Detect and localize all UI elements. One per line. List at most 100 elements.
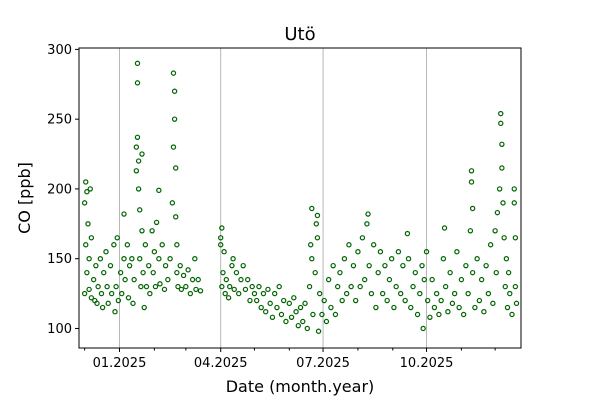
data-point — [247, 297, 253, 304]
data-point — [157, 281, 163, 287]
data-point — [313, 221, 320, 227]
data-point — [379, 290, 386, 297]
data-point — [414, 311, 421, 318]
data-point — [87, 186, 93, 192]
data-point — [364, 221, 370, 227]
data-point — [124, 242, 131, 248]
data-point — [490, 300, 496, 307]
data-point — [223, 276, 230, 283]
y-tick-label: 100 — [47, 322, 72, 337]
data-point — [310, 311, 316, 318]
data-point — [512, 235, 519, 241]
data-point — [251, 290, 258, 297]
data-point — [159, 242, 165, 248]
data-point — [410, 283, 416, 290]
plot-frame — [78, 47, 522, 349]
data-point — [180, 272, 187, 279]
x-tick-label: 07.2025 — [296, 356, 350, 371]
data-point — [397, 290, 404, 297]
data-point — [139, 151, 145, 157]
data-point — [83, 242, 89, 248]
data-point — [478, 276, 485, 283]
data-point — [511, 186, 517, 192]
data-point — [306, 283, 313, 290]
data-point — [249, 283, 255, 290]
data-point — [315, 328, 322, 334]
data-point — [276, 283, 282, 290]
data-point — [119, 290, 125, 297]
data-point — [219, 283, 225, 290]
data-point — [253, 297, 260, 304]
data-point — [513, 300, 520, 307]
data-point — [260, 290, 267, 297]
data-point — [187, 290, 194, 297]
data-point — [114, 235, 120, 241]
data-point — [442, 283, 449, 290]
data-point — [355, 249, 361, 255]
data-point — [436, 311, 442, 318]
data-point — [156, 187, 162, 194]
data-point — [352, 297, 359, 304]
data-point — [236, 290, 242, 297]
data-point — [225, 295, 232, 301]
data-point — [361, 276, 368, 283]
data-point — [105, 300, 111, 307]
data-point — [370, 242, 377, 248]
data-point — [137, 207, 143, 213]
data-point — [498, 120, 504, 127]
data-point — [307, 242, 314, 248]
data-point — [189, 276, 196, 283]
data-point — [174, 242, 180, 248]
data-point — [503, 255, 510, 262]
data-point — [129, 255, 135, 262]
data-point — [343, 290, 350, 297]
data-point — [438, 297, 444, 304]
data-point — [173, 165, 179, 171]
data-point — [88, 235, 95, 241]
data-point — [440, 255, 447, 262]
y-tick-label: 200 — [47, 182, 72, 197]
data-point — [504, 304, 511, 311]
data-point — [319, 311, 325, 318]
data-point — [84, 189, 90, 195]
data-point — [142, 242, 149, 248]
data-point — [86, 255, 92, 262]
data-point — [167, 255, 173, 262]
data-point — [94, 300, 100, 307]
data-point — [393, 283, 399, 290]
data-point — [365, 211, 371, 217]
data-point — [156, 255, 162, 262]
data-point — [309, 255, 315, 262]
data-point — [476, 297, 483, 304]
data-point — [405, 255, 412, 262]
data-point — [412, 269, 418, 276]
data-point — [151, 249, 158, 255]
data-point — [493, 269, 499, 276]
data-point — [104, 283, 110, 290]
data-point — [230, 255, 236, 262]
data-point — [468, 179, 475, 185]
data-point — [147, 290, 153, 297]
data-point — [238, 276, 244, 283]
data-point — [171, 88, 178, 94]
data-point — [229, 262, 235, 269]
data-point — [175, 283, 181, 290]
data-point — [377, 249, 384, 255]
y-axis-label: CO [ppb] — [15, 162, 34, 234]
data-point — [429, 276, 435, 283]
data-point — [177, 262, 183, 269]
data-point — [502, 283, 508, 290]
data-point — [499, 141, 505, 147]
data-point — [328, 304, 334, 311]
data-point — [220, 269, 226, 276]
data-point — [400, 262, 406, 269]
data-point — [339, 297, 345, 304]
data-point — [417, 290, 423, 297]
data-point — [297, 304, 304, 311]
data-point — [375, 269, 381, 276]
data-point — [456, 304, 462, 311]
data-point — [107, 262, 114, 269]
data-point — [101, 269, 107, 276]
data-point — [150, 269, 156, 276]
